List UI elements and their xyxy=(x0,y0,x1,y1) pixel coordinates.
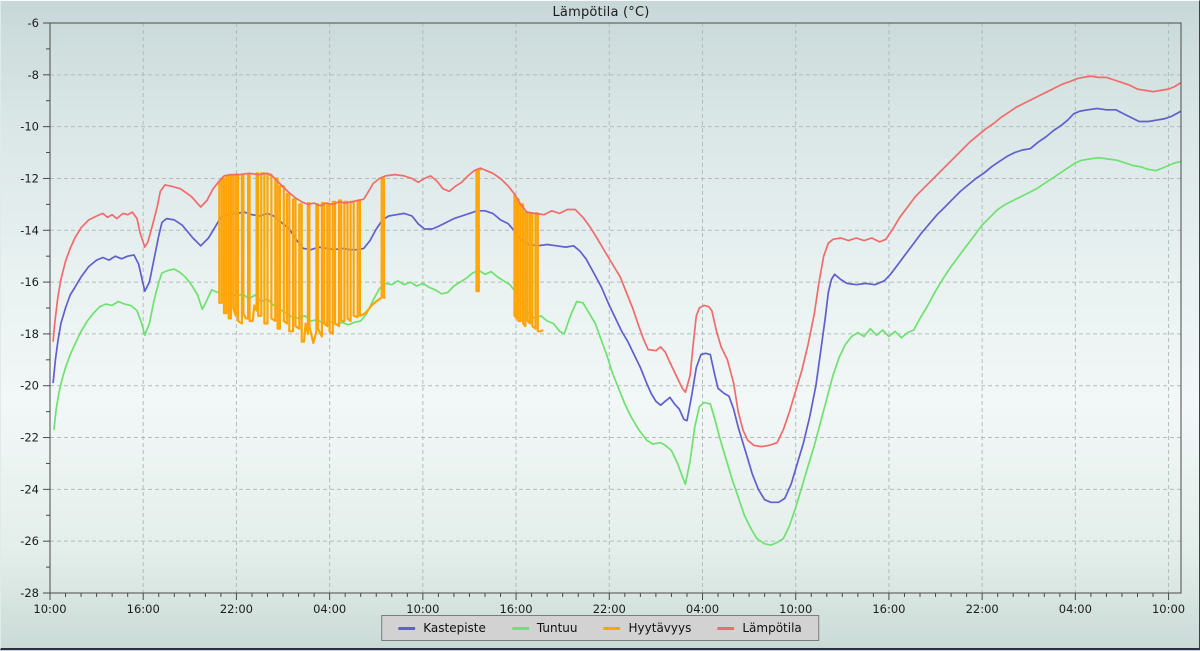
y-tick-label: -28 xyxy=(20,586,39,600)
x-tick-label: 04:00 xyxy=(1059,602,1092,616)
x-tick-label: 04:00 xyxy=(313,602,346,616)
y-tick-label: -20 xyxy=(20,379,39,393)
y-tick-label: -10 xyxy=(20,120,39,134)
plot-border xyxy=(49,22,1182,594)
y-tick-label: -12 xyxy=(20,171,39,185)
legend-item-hyytavyys: Hyytävyys xyxy=(603,621,692,635)
y-tick-label: -22 xyxy=(20,431,39,445)
legend-item-kastepiste: Kastepiste xyxy=(398,621,486,635)
lampotila-line-marker-icon xyxy=(717,626,735,630)
legend-label-tuntuu: Tuntuu xyxy=(536,621,578,635)
kastepiste-line-marker-icon xyxy=(398,626,416,630)
legend-item-tuntuu: Tuntuu xyxy=(511,621,578,635)
y-tick-label: -8 xyxy=(28,68,39,82)
x-tick-label: 22:00 xyxy=(966,602,999,616)
series-line-kastepiste xyxy=(52,107,1182,504)
series-line-hyytävyys xyxy=(475,168,482,293)
y-tick-label: -6 xyxy=(28,16,39,30)
hyytavyys-line-marker-icon xyxy=(603,626,621,630)
legend-item-lampotila: Lämpötila xyxy=(717,621,802,635)
y-tick-label: -26 xyxy=(20,534,39,548)
x-tick-label: 16:00 xyxy=(127,602,160,616)
legend-label-lampotila: Lämpötila xyxy=(742,621,802,635)
x-tick-label: 10:00 xyxy=(406,602,439,616)
y-tick-label: -18 xyxy=(20,327,39,341)
series-line-hyytävyys xyxy=(218,172,386,345)
chart-title: Lämpötila (°C) xyxy=(552,5,650,20)
x-tick-label: 10:00 xyxy=(1152,602,1185,616)
legend: Kastepiste Tuntuu Hyytävyys Lämpötila xyxy=(381,615,819,641)
x-tick-label: 10:00 xyxy=(33,602,66,616)
x-tick-label: 10:00 xyxy=(779,602,812,616)
y-tick-label: -24 xyxy=(20,482,39,496)
x-tick-label: 04:00 xyxy=(686,602,719,616)
tuntuu-line-marker-icon xyxy=(511,626,529,630)
legend-label-hyytavyys: Hyytävyys xyxy=(628,621,692,635)
y-tick-label: -14 xyxy=(20,223,39,237)
series-line-lämpötila xyxy=(52,75,1182,448)
series-line-tuntuu xyxy=(53,156,1182,546)
y-tick-label: -16 xyxy=(20,275,39,289)
x-tick-label: 22:00 xyxy=(220,602,253,616)
x-tick-label: 16:00 xyxy=(499,602,532,616)
x-tick-label: 22:00 xyxy=(593,602,626,616)
legend-label-kastepiste: Kastepiste xyxy=(423,621,486,635)
x-tick-label: 16:00 xyxy=(872,602,905,616)
